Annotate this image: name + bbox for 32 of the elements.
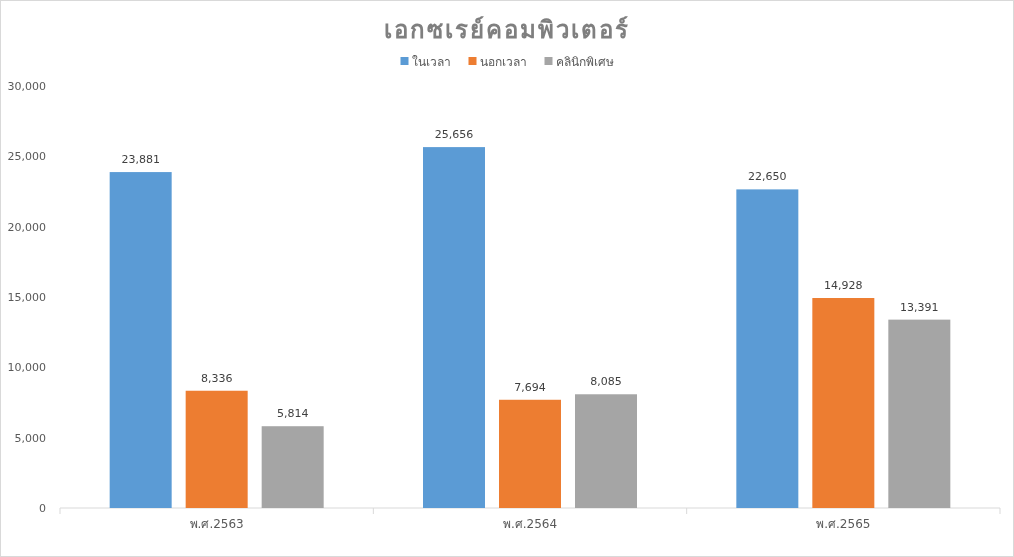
bar: [185, 390, 248, 508]
legend-label: นอกเวลา: [479, 55, 527, 69]
y-tick-label: 0: [39, 502, 46, 515]
bar: [109, 172, 172, 508]
x-tick-label: พ.ศ.2563: [189, 517, 244, 531]
data-label: 14,928: [824, 279, 863, 293]
y-tick-label: 15,000: [7, 291, 46, 304]
bar: [812, 298, 875, 508]
chart-title: เอกซเรย์คอมพิวเตอร์: [384, 16, 630, 44]
data-label: 22,650: [748, 170, 787, 184]
bar: [499, 399, 561, 508]
y-tick-label: 20,000: [7, 220, 46, 234]
bar: [261, 426, 324, 508]
legend-label: ในเวลา: [411, 55, 451, 69]
y-tick-label: 30,000: [7, 80, 46, 93]
data-label: 8,085: [590, 375, 622, 389]
data-label: 7,694: [514, 380, 546, 394]
data-label: 23,881: [121, 153, 160, 167]
bar: [423, 147, 485, 508]
bar: [575, 394, 637, 508]
bar: [888, 319, 951, 508]
x-tick-label: พ.ศ.2565: [816, 517, 871, 531]
data-label: 5,814: [276, 407, 309, 421]
y-tick-label: 5,000: [14, 431, 46, 445]
data-label: 25,656: [434, 128, 474, 142]
y-tick-label: 10,000: [7, 361, 46, 375]
legend-label: คลินิกพิเศษ: [555, 55, 614, 69]
data-label: 8,336: [200, 371, 233, 385]
bar: [736, 189, 799, 508]
y-tick-label: 25,000: [7, 150, 46, 164]
x-tick-label: พ.ศ.2564: [502, 517, 558, 531]
data-label: 13,391: [900, 300, 939, 314]
